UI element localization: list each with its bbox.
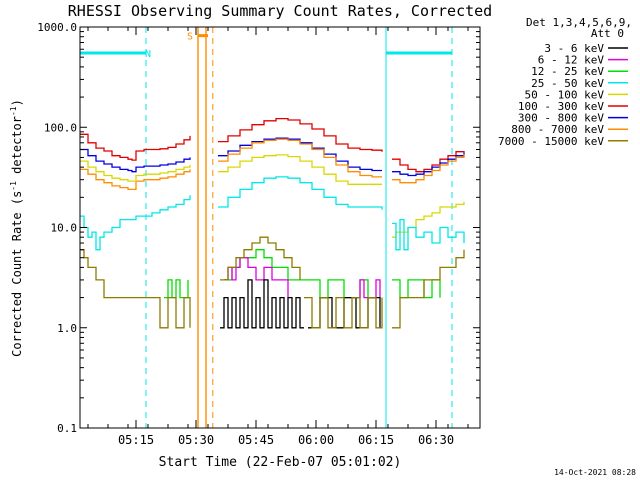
series-6-12-kev-segment-1 bbox=[352, 279, 381, 299]
series-7000-15000-kev-segment-1 bbox=[220, 236, 301, 281]
y-tick-label-2: 10.0 bbox=[51, 222, 78, 235]
legend-label-25-50-kev: 25 - 50 keV bbox=[531, 77, 604, 90]
series-100-300-kev-segment-1 bbox=[218, 117, 383, 152]
series-800-7000-kev-segment-2 bbox=[392, 154, 465, 184]
series-800-7000-kev-segment-0 bbox=[80, 168, 191, 191]
series-3-6-kev-segment-0 bbox=[220, 279, 304, 329]
plot-area: NS bbox=[79, 27, 465, 428]
legend-label-6-12-kev: 6 - 12 keV bbox=[538, 54, 605, 67]
series-12-25-kev-segment-2 bbox=[392, 279, 441, 299]
y-tick-label-3: 1.0 bbox=[57, 322, 77, 335]
series-100-300-kev-segment-0 bbox=[80, 133, 191, 161]
series-7000-15000-kev-segment-2 bbox=[304, 296, 383, 329]
series-7000-15000-kev-segment-3 bbox=[392, 249, 465, 329]
x-axis-ticks: 05:15 05:30 05:45 06:00 06:15 06:30 bbox=[87, 27, 469, 447]
series-300-800-kev-segment-0 bbox=[80, 148, 191, 173]
chart-title: RHESSI Observing Summary Count Rates, Co… bbox=[68, 2, 492, 20]
y-tick-label-4: 0.1 bbox=[57, 422, 77, 435]
legend-label-7000-15000-kev: 7000 - 15000 keV bbox=[498, 135, 604, 148]
plot-frame bbox=[79, 26, 481, 429]
legend-label-300-800-kev: 300 - 800 keV bbox=[518, 112, 604, 125]
y-axis-label: Corrected Count Rate (s-1 detector-1) bbox=[9, 99, 24, 357]
legend-header-line1: Det 1,3,4,5,6,9, bbox=[526, 16, 632, 29]
series-25-50-kev-segment-0 bbox=[80, 195, 191, 251]
footer-timestamp: 14-Oct-2021 08:28 bbox=[554, 468, 636, 477]
y-axis-ticks: 1000.0 100.0 10.0 1.0 0.1 bbox=[37, 21, 480, 435]
y-tick-label-1: 100.0 bbox=[44, 121, 77, 134]
series-800-7000-kev-segment-1 bbox=[218, 138, 382, 178]
annotation-s: S bbox=[187, 32, 193, 43]
series-50-100-kev-segment-1 bbox=[218, 154, 382, 185]
x-tick-label-2: 05:45 bbox=[238, 433, 274, 447]
x-tick-label-4: 06:15 bbox=[358, 433, 394, 447]
y-tick-label-0: 1000.0 bbox=[37, 21, 77, 34]
x-tick-label-1: 05:30 bbox=[178, 433, 214, 447]
x-tick-label-0: 05:15 bbox=[118, 433, 154, 447]
series-7000-15000-kev-segment-0 bbox=[80, 249, 191, 329]
x-tick-label-3: 06:00 bbox=[298, 433, 334, 447]
series-25-50-kev-segment-1 bbox=[218, 176, 383, 210]
series-12-25-kev-segment-0 bbox=[164, 279, 189, 299]
legend-label-12-25-kev: 12 - 25 keV bbox=[531, 65, 604, 78]
series-50-100-kev-segment-0 bbox=[80, 160, 191, 182]
annotation-n: N bbox=[145, 49, 151, 60]
legend-header-line2: Att 0 bbox=[591, 27, 624, 40]
x-axis-label: Start Time (22-Feb-07 05:01:02) bbox=[159, 455, 402, 470]
series-25-50-kev-segment-2 bbox=[392, 218, 465, 251]
legend-label-800-7000-kev: 800 - 7000 keV bbox=[511, 123, 604, 136]
legend-label-50-100-kev: 50 - 100 keV bbox=[525, 88, 605, 101]
legend-label-3-6-kev: 3 - 6 keV bbox=[544, 42, 604, 55]
x-tick-label-5: 06:30 bbox=[418, 433, 454, 447]
legend-label-100-300-kev: 100 - 300 keV bbox=[518, 100, 604, 113]
series-6-12-kev-segment-0 bbox=[224, 257, 289, 298]
